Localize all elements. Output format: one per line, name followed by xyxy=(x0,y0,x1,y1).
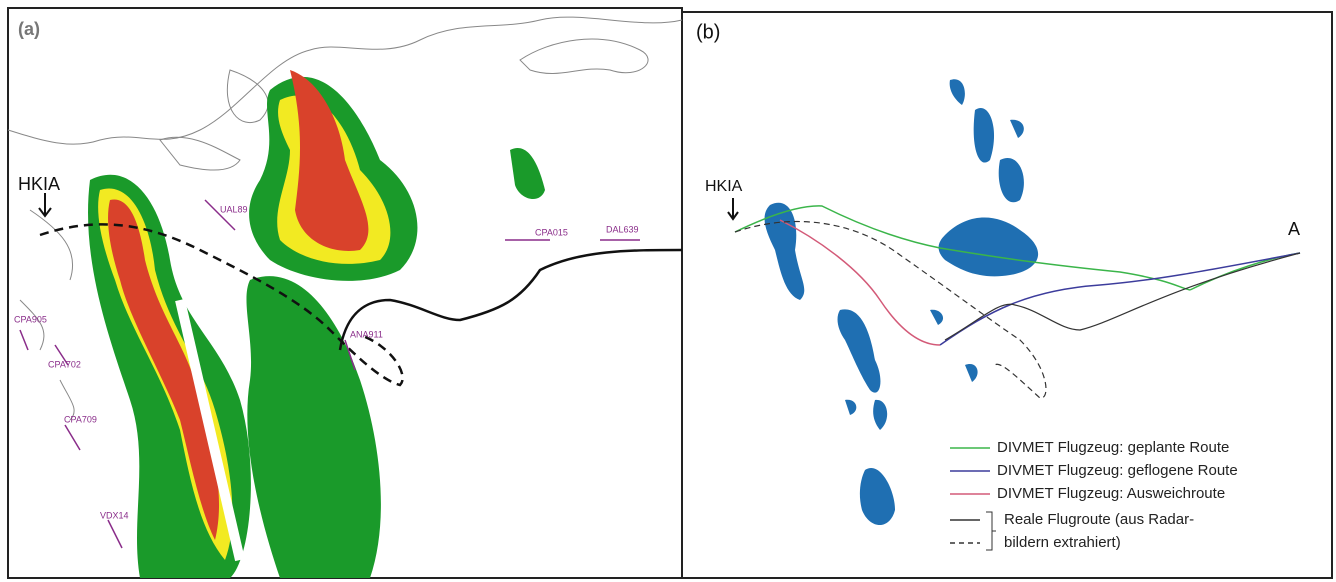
flight-label: CPA905 xyxy=(14,314,47,324)
destination-label: A xyxy=(1288,219,1300,239)
legend-label: DIVMET Flugzeug: Ausweichroute xyxy=(997,485,1225,502)
flight-label: CPA015 xyxy=(535,227,568,237)
panel-b-label: (b) xyxy=(696,21,720,43)
flight-label: ANA911 xyxy=(350,329,383,339)
flight-label: UAL89 xyxy=(220,204,248,214)
figure: (a) HKIA UAL89 CPA015 DAL639 CPA905 CPA702 CP… xyxy=(0,0,1336,582)
flight-label: CPA702 xyxy=(48,359,81,369)
legend-label: DIVMET Flugzeug: geplante Route xyxy=(997,439,1229,456)
flight-label: CPA709 xyxy=(64,414,97,424)
legend-label: DIVMET Flugzeug: geflogene Route xyxy=(997,462,1238,479)
airport-label: HKIA xyxy=(705,178,743,195)
legend-label: bildern extrahiert) xyxy=(1004,534,1121,551)
flight-label: VDX14 xyxy=(100,510,129,520)
legend-label: Reale Flugroute (aus Radar- xyxy=(1004,511,1194,528)
airport-label: HKIA xyxy=(18,174,60,194)
panel-a-label: (a) xyxy=(18,19,40,39)
flight-label: DAL639 xyxy=(606,224,639,234)
page: (a) HKIA UAL89 CPA015 DAL639 CPA905 CPA702 CP… xyxy=(0,0,1336,582)
